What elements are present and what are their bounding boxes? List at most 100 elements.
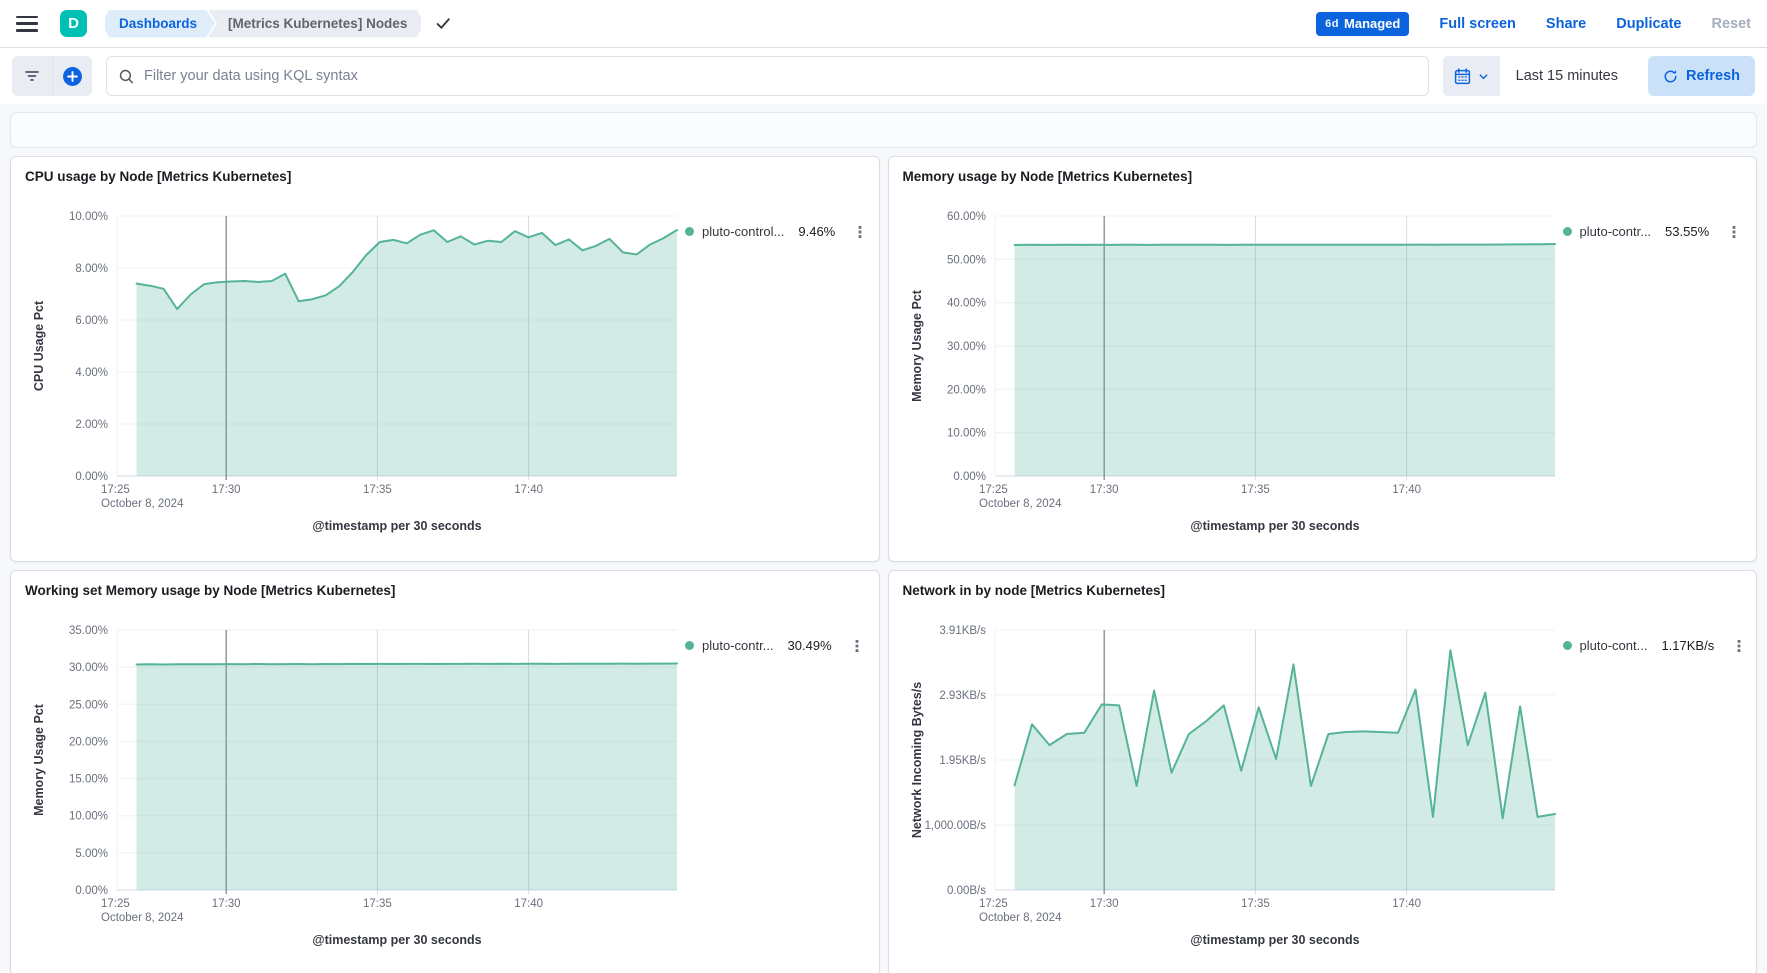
panel-title: CPU usage by Node [Metrics Kubernetes]	[25, 169, 292, 184]
refresh-button-label: Refresh	[1686, 68, 1740, 84]
svg-text:50.00%: 50.00%	[946, 254, 985, 266]
svg-text:30.00%: 30.00%	[69, 662, 108, 674]
legend-menu-icon[interactable]	[1734, 639, 1744, 653]
managed-icon: 6d	[1325, 17, 1340, 30]
svg-text:17:40: 17:40	[1392, 484, 1421, 496]
breadcrumb-current-page[interactable]: [Metrics Kubernetes] Nodes	[208, 10, 421, 38]
dashboard-panel[interactable]: Memory usage by Node [Metrics Kubernetes…	[887, 156, 1757, 562]
date-picker-calendar-button[interactable]	[1442, 56, 1500, 96]
dashboard-content: CPU usage by Node [Metrics Kubernetes] 0…	[0, 104, 1767, 973]
refresh-button[interactable]: Refresh	[1648, 56, 1755, 96]
legend-menu-icon[interactable]	[855, 225, 865, 239]
plus-icon	[63, 66, 82, 86]
svg-text:October 8, 2024: October 8, 2024	[101, 912, 184, 924]
svg-text:0.00%: 0.00%	[75, 885, 108, 897]
svg-text:2.93KB/s: 2.93KB/s	[939, 690, 986, 702]
legend-series-value: 53.55%	[1665, 224, 1710, 239]
legend-item[interactable]: pluto-cont... 1.17KB/s	[1562, 638, 1744, 653]
svg-text:10.00%: 10.00%	[69, 811, 108, 823]
filter-icon	[25, 71, 39, 81]
legend-series-name[interactable]: pluto-contr...	[702, 638, 774, 653]
filter-menu-button[interactable]	[12, 56, 52, 96]
legend-series-name[interactable]: pluto-cont...	[1579, 638, 1648, 653]
check-icon	[435, 15, 452, 32]
legend-item[interactable]: pluto-contr... 30.49%	[685, 638, 863, 653]
svg-text:35.00%: 35.00%	[69, 625, 108, 637]
svg-text:17:35: 17:35	[1241, 484, 1270, 496]
svg-text:17:35: 17:35	[1241, 898, 1270, 910]
svg-text:17:25: 17:25	[101, 898, 130, 910]
kql-search-box	[106, 56, 1429, 96]
chart-canvas[interactable]: 0.00B/s 1,000.00B/s 1.95KB/s 2.93KB/s 3.91KB…	[903, 602, 1563, 954]
area-chart[interactable]: 0.00B/s 1,000.00B/s 1.95KB/s 2.93KB/s 3.91KB…	[903, 602, 1563, 954]
svg-text:20.00%: 20.00%	[946, 384, 985, 396]
svg-text:10.00%: 10.00%	[946, 428, 985, 440]
deployment-logo[interactable]: D	[60, 10, 87, 37]
svg-text:4.00%: 4.00%	[75, 367, 108, 379]
legend-item[interactable]: pluto-contr... 53.55%	[1562, 224, 1741, 239]
reset-button[interactable]: Reset	[1711, 15, 1752, 32]
svg-text:17:25: 17:25	[101, 484, 130, 496]
legend-series-name[interactable]: pluto-control...	[702, 224, 785, 239]
query-toolbar: Last 15 minutes Refresh	[0, 48, 1767, 104]
svg-text:17:40: 17:40	[514, 898, 543, 910]
legend-menu-icon[interactable]	[852, 639, 862, 653]
svg-text:October 8, 2024: October 8, 2024	[101, 498, 184, 510]
dashboard-controls-strip[interactable]	[10, 112, 1757, 148]
duplicate-button[interactable]: Duplicate	[1616, 15, 1682, 32]
svg-text:@timestamp per 30 seconds: @timestamp per 30 seconds	[312, 519, 481, 533]
time-range-value[interactable]: Last 15 minutes	[1499, 56, 1634, 96]
area-chart[interactable]: 0.00% 5.00% 10.00% 15.00% 20.00% 25.00% 30.00%…	[25, 602, 685, 954]
svg-text:Memory Usage Pct: Memory Usage Pct	[32, 703, 46, 816]
search-icon	[119, 69, 133, 83]
svg-text:Memory Usage Pct: Memory Usage Pct	[910, 289, 924, 402]
share-button[interactable]: Share	[1545, 15, 1587, 32]
panel-title: Network in by node [Metrics Kubernetes]	[902, 583, 1166, 598]
svg-text:0.00%: 0.00%	[75, 471, 108, 483]
svg-text:17:35: 17:35	[363, 898, 392, 910]
chart-canvas[interactable]: 0.00% 2.00% 4.00% 6.00% 8.00% 10.00% 17:25 Octo…	[25, 188, 685, 540]
chart-canvas[interactable]: 0.00% 10.00% 20.00% 30.00% 40.00% 50.00% 60.00…	[903, 188, 1563, 540]
svg-text:@timestamp per 30 seconds: @timestamp per 30 seconds	[1190, 933, 1359, 947]
svg-text:5.00%: 5.00%	[75, 848, 108, 860]
svg-text:1,000.00B/s: 1,000.00B/s	[924, 820, 986, 832]
chevron-down-icon	[1479, 73, 1488, 79]
kql-search-input[interactable]	[144, 68, 1417, 84]
chart-canvas[interactable]: 0.00% 5.00% 10.00% 15.00% 20.00% 25.00% 30.00%…	[25, 602, 685, 954]
svg-text:1.95KB/s: 1.95KB/s	[939, 755, 986, 767]
filter-button-group	[12, 56, 92, 96]
managed-badge[interactable]: 6d Managed	[1316, 11, 1410, 36]
svg-text:October 8, 2024: October 8, 2024	[979, 498, 1062, 510]
legend-series-value: 1.17KB/s	[1661, 638, 1715, 653]
legend-item[interactable]: pluto-control... 9.46%	[685, 224, 863, 239]
dashboard-panel[interactable]: Network in by node [Metrics Kubernetes] …	[887, 570, 1757, 973]
full-screen-button[interactable]: Full screen	[1439, 15, 1516, 32]
series-dot-icon	[685, 641, 694, 650]
series-dot-icon	[685, 227, 694, 236]
legend-series-value: 9.46%	[798, 224, 836, 239]
svg-text:17:40: 17:40	[1392, 898, 1421, 910]
svg-text:0.00%: 0.00%	[953, 471, 986, 483]
dashboard-panel[interactable]: Working set Memory usage by Node [Metric…	[10, 570, 880, 973]
area-chart[interactable]: 0.00% 2.00% 4.00% 6.00% 8.00% 10.00% 17:25 Octo…	[25, 188, 685, 540]
legend-menu-icon[interactable]	[1729, 225, 1739, 239]
legend-series-name[interactable]: pluto-contr...	[1579, 224, 1652, 239]
dashboard-panel[interactable]: CPU usage by Node [Metrics Kubernetes] 0…	[10, 156, 880, 562]
svg-text:17:30: 17:30	[212, 484, 241, 496]
svg-text:17:30: 17:30	[1089, 898, 1118, 910]
legend-series-value: 30.49%	[787, 638, 832, 653]
svg-text:2.00%: 2.00%	[75, 419, 108, 431]
breadcrumb-dashboards[interactable]: Dashboards	[105, 10, 215, 38]
managed-badge-label: Managed	[1344, 16, 1401, 31]
menu-icon[interactable]	[16, 15, 38, 32]
panel-title: Working set Memory usage by Node [Metric…	[25, 583, 396, 598]
svg-text:15.00%: 15.00%	[69, 774, 108, 786]
area-chart[interactable]: 0.00% 10.00% 20.00% 30.00% 40.00% 50.00% 60.00…	[903, 188, 1563, 540]
breadcrumb: Dashboards [Metrics Kubernetes] Nodes	[105, 10, 421, 38]
add-filter-button[interactable]	[52, 56, 92, 96]
panels-grid: CPU usage by Node [Metrics Kubernetes] 0…	[10, 156, 1757, 973]
top-header: D Dashboards [Metrics Kubernetes] Nodes …	[0, 0, 1767, 48]
svg-text:CPU Usage Pct: CPU Usage Pct	[32, 300, 46, 391]
svg-text:3.91KB/s: 3.91KB/s	[939, 625, 986, 637]
panel-title: Memory usage by Node [Metrics Kubernetes…	[902, 169, 1193, 184]
